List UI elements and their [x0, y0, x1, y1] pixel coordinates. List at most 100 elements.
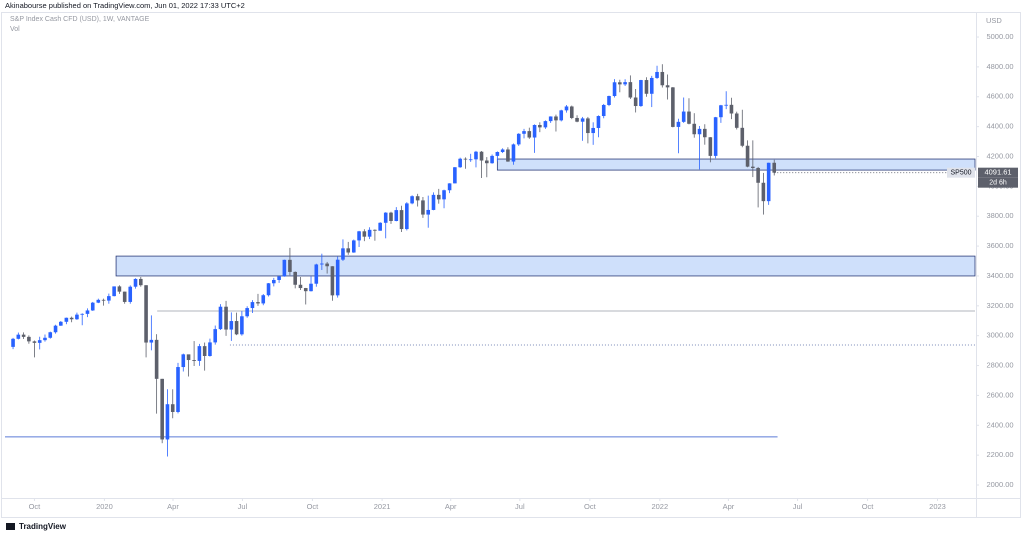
candle-body: [591, 127, 595, 134]
price-tag-box: [978, 167, 1018, 178]
candle-body: [69, 317, 74, 320]
candle-body: [378, 222, 382, 231]
candle-body: [90, 302, 95, 311]
candle-body: [639, 80, 643, 107]
candle-body: [511, 144, 516, 162]
candle-body: [772, 162, 777, 173]
candle-body: [633, 97, 638, 107]
subtitle: Vol: [10, 26, 20, 33]
candle-body: [309, 283, 313, 292]
candle-body: [16, 334, 21, 339]
series-tag-box: [947, 167, 975, 178]
x-tick-label: Oct: [29, 502, 42, 511]
candle-body: [335, 259, 340, 296]
candle-body: [293, 271, 297, 285]
candle-body: [213, 329, 218, 343]
candle-body: [436, 194, 441, 200]
candle-body: [240, 316, 244, 335]
candle-body: [133, 278, 138, 287]
candle-body: [676, 121, 681, 127]
y-tick-label: 5000.00: [986, 32, 1013, 41]
candle-body: [681, 111, 686, 122]
candle-body: [154, 339, 159, 379]
candle-body: [53, 325, 58, 333]
candle-body: [612, 82, 617, 97]
candle-body: [485, 160, 489, 164]
y-tick-label: 2000.00: [986, 480, 1013, 489]
candle-body: [569, 106, 574, 118]
y-axis-label: USD: [986, 16, 1002, 25]
y-tick-label: 3000.00: [986, 331, 1013, 340]
candle-body: [21, 334, 26, 337]
candle-body: [564, 106, 569, 111]
candle-body: [761, 182, 766, 202]
x-tick-label: 2022: [651, 502, 668, 511]
candle-body: [548, 116, 553, 122]
candle-body: [383, 212, 388, 223]
candle-body: [272, 279, 276, 284]
candle-body: [346, 248, 351, 253]
candle-body: [559, 110, 564, 121]
candle-body: [330, 266, 335, 296]
candle-body: [751, 166, 755, 168]
candle-body: [266, 283, 271, 296]
candle-body: [719, 105, 723, 118]
candle-body: [277, 276, 281, 280]
candle-body: [176, 367, 180, 412]
candle-body: [697, 128, 702, 135]
candle-body: [575, 117, 579, 122]
candle-body: [532, 124, 537, 138]
candle-body: [117, 286, 122, 292]
x-tick-label: 2020: [96, 502, 113, 511]
x-tick-label: Apr: [445, 502, 457, 511]
candle-body: [756, 167, 760, 183]
candle-body: [687, 111, 691, 124]
candle-body: [740, 127, 745, 146]
candle-body: [665, 85, 670, 88]
candle-body: [713, 117, 718, 156]
x-tick-label: Jul: [793, 502, 803, 511]
candle-body: [165, 404, 170, 440]
candle-body: [138, 278, 143, 286]
candle-body: [405, 203, 409, 230]
zone: [115, 255, 976, 277]
x-tick-label: 2023: [929, 502, 946, 511]
candle-body: [112, 286, 116, 297]
brand: TradingView: [19, 522, 67, 531]
candle-body: [618, 82, 622, 85]
candle-body: [320, 263, 324, 265]
candle-body: [202, 346, 207, 356]
price-tag: 4091.61: [984, 168, 1011, 177]
candle-body: [671, 87, 675, 127]
y-tick-label: 3800.00: [986, 211, 1013, 220]
candle-body: [186, 354, 191, 361]
candle-body: [474, 151, 478, 160]
candle-body: [495, 152, 500, 156]
candle-body: [48, 332, 53, 338]
candle-body: [234, 321, 239, 335]
candle-body: [122, 291, 127, 302]
candle-body: [11, 338, 15, 347]
candle-body: [628, 82, 633, 98]
y-tick-label: 3200.00: [986, 301, 1013, 310]
candle-body: [506, 149, 510, 162]
candle-body: [373, 229, 377, 231]
candle-body: [197, 346, 202, 361]
candle-body: [288, 259, 292, 272]
candle-body: [527, 131, 532, 138]
candle-body: [421, 200, 425, 215]
x-tick-label: Jul: [238, 502, 248, 511]
candle-body: [362, 231, 367, 237]
publisher: Akinabourse published on TradingView.com…: [5, 1, 245, 10]
x-tick-label: Oct: [307, 502, 320, 511]
candle-body: [596, 116, 601, 128]
y-tick-label: 4200.00: [986, 151, 1013, 160]
candle-body: [43, 337, 47, 341]
candle-body: [80, 313, 84, 315]
brand-icon: [6, 523, 15, 530]
candle-body: [341, 248, 345, 260]
candle-body: [85, 310, 90, 314]
countdown: 2d 6h: [989, 180, 1007, 187]
candle-body: [410, 196, 414, 204]
candle-body: [500, 149, 505, 153]
